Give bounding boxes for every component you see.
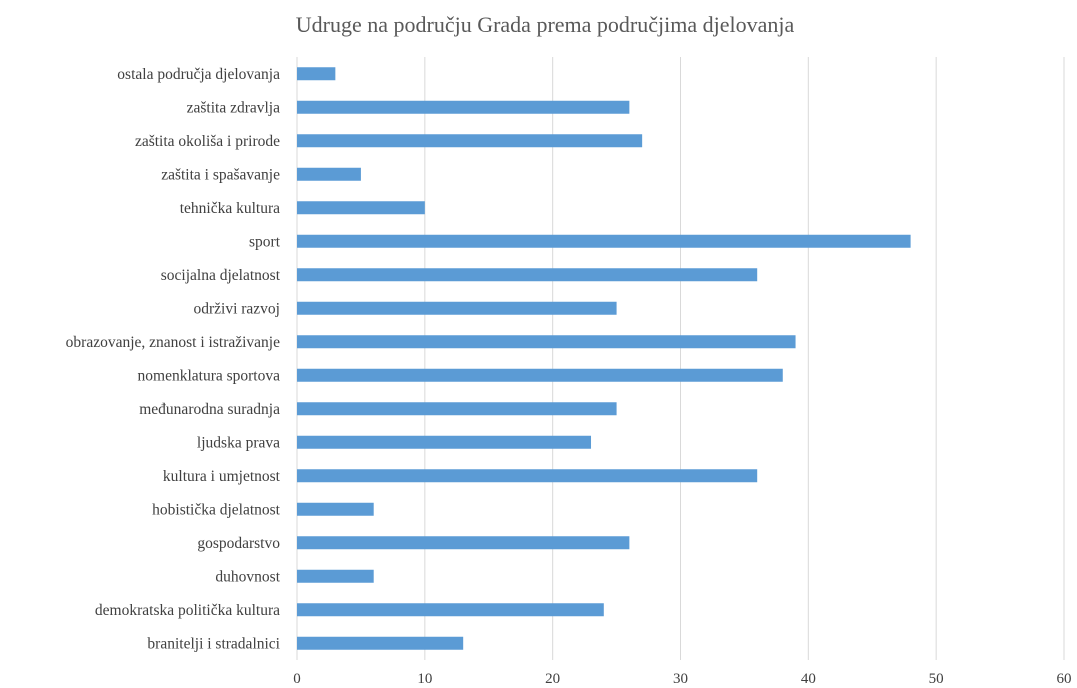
bar [297,335,796,349]
x-tick-label: 10 [417,671,432,687]
category-label: socijalna djelatnost [161,267,281,284]
x-tick-label: 50 [929,671,944,687]
x-tick-label: 60 [1057,671,1072,687]
bars [297,67,911,650]
bar [297,469,758,483]
x-tick-label: 30 [673,671,688,687]
category-label: zaštita okoliša i prirode [135,133,280,150]
bar [297,368,783,382]
category-label: duhovnost [215,568,280,585]
category-label: međunarodna suradnja [139,401,280,418]
bar [297,402,617,416]
category-label: branitelji i stradalnici [147,635,280,652]
bar [297,636,464,650]
category-label: održivi razvoj [193,300,280,317]
x-tick-label: 40 [801,671,816,687]
x-axis-tick-labels: 0 10 20 30 40 50 60 [293,671,1071,687]
category-label: ljudska prava [197,434,280,451]
gridlines [296,57,1065,660]
bar [297,100,630,114]
category-label: nomenklatura sportova [138,367,281,384]
bar [297,536,630,550]
category-label: kultura i umjetnost [163,468,281,485]
category-labels: ostala područja djelovanja zaštita zdravl… [66,66,281,653]
category-label: demokratska politička kultura [95,602,280,619]
category-label: sport [249,233,281,250]
bar [297,234,911,248]
bar [297,268,758,282]
bar [297,502,374,516]
bar [297,435,592,449]
x-tick-label: 0 [293,671,301,687]
bar [297,134,643,148]
bar [297,569,374,583]
bar [297,67,336,81]
category-label: tehnička kultura [180,200,280,217]
bar [297,301,617,315]
bar [297,603,604,617]
chart-title: Udruge na području Grada prema područjim… [296,12,795,37]
bar [297,201,425,215]
x-tick-label: 20 [545,671,560,687]
category-label: hobistička djelatnost [152,501,281,518]
bar [297,167,361,181]
category-label: zaštita i spašavanje [161,166,280,183]
category-label: ostala područja djelovanja [117,66,280,83]
category-label: obrazovanje, znanost i istraživanje [66,334,280,351]
category-label: gospodarstvo [197,535,280,552]
category-label: zaštita zdravlja [187,99,280,116]
